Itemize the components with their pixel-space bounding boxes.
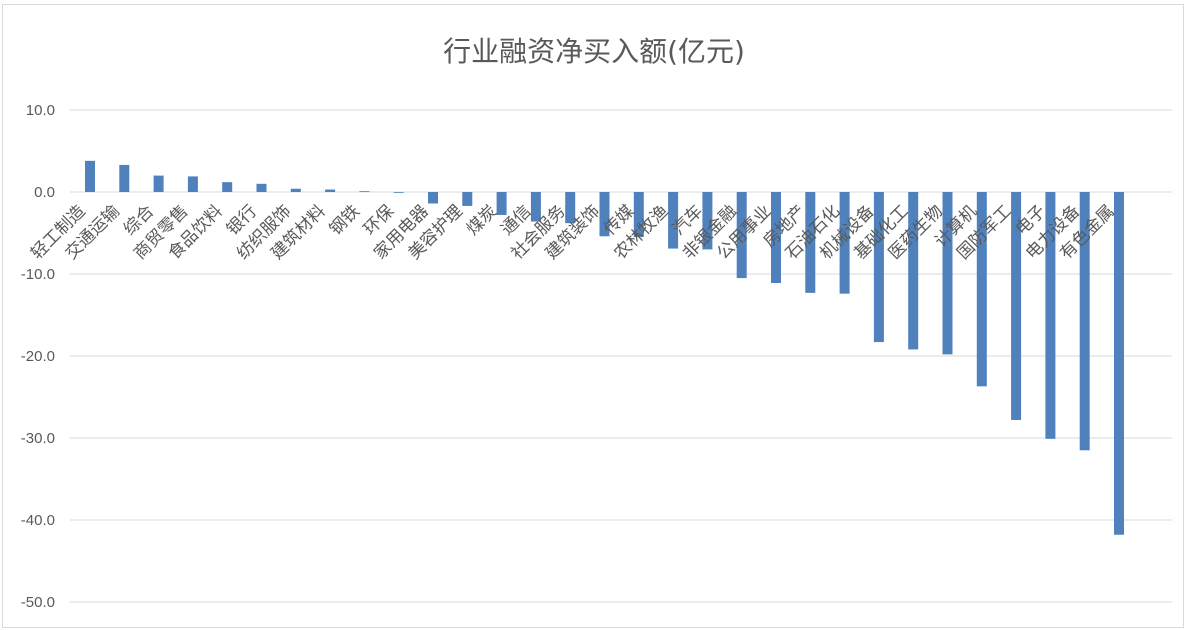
gridlines xyxy=(70,109,1172,603)
bar xyxy=(256,183,267,192)
bar xyxy=(1079,192,1090,451)
bar xyxy=(496,192,507,215)
bar xyxy=(702,192,713,250)
bar xyxy=(1045,192,1056,439)
y-tick-label: 10.0 xyxy=(26,102,55,119)
bar xyxy=(1114,192,1124,535)
bar xyxy=(976,192,987,387)
y-tick-label: -40.0 xyxy=(21,512,55,529)
bar xyxy=(85,160,95,192)
bar xyxy=(599,192,610,237)
bar xyxy=(1011,192,1022,420)
bar xyxy=(462,192,473,206)
y-tick-label: -10.0 xyxy=(21,266,55,283)
bar xyxy=(805,192,816,293)
chart-title: 行业融资净买入额(亿元) xyxy=(443,35,745,68)
y-tick-label: -50.0 xyxy=(21,594,55,611)
y-axis-tick-labels: 10.0 0.0 -10.0 -20.0 -30.0 -40.0 -50.0 xyxy=(21,102,55,611)
y-tick-label: -20.0 xyxy=(21,348,55,365)
bar xyxy=(325,189,336,192)
bar xyxy=(873,192,884,343)
category-label: 煤炭 xyxy=(463,201,501,239)
bar xyxy=(942,192,953,355)
bar xyxy=(359,191,370,192)
bar xyxy=(393,192,404,193)
bar xyxy=(633,192,644,238)
bar xyxy=(839,192,850,294)
bars xyxy=(85,160,1124,535)
y-tick-label: 0.0 xyxy=(34,184,55,201)
bar xyxy=(908,192,919,350)
bar xyxy=(565,192,576,224)
bar xyxy=(119,164,130,192)
bar xyxy=(771,192,781,284)
bar xyxy=(187,176,198,192)
chart-frame xyxy=(2,4,1184,628)
category-label: 钢铁 xyxy=(326,201,364,239)
bar xyxy=(530,192,541,222)
bar xyxy=(222,182,233,192)
bar xyxy=(153,175,164,192)
bar xyxy=(668,192,679,249)
y-tick-label: -30.0 xyxy=(21,430,55,447)
bar xyxy=(736,192,747,279)
bar xyxy=(428,192,438,204)
bar xyxy=(290,188,301,192)
